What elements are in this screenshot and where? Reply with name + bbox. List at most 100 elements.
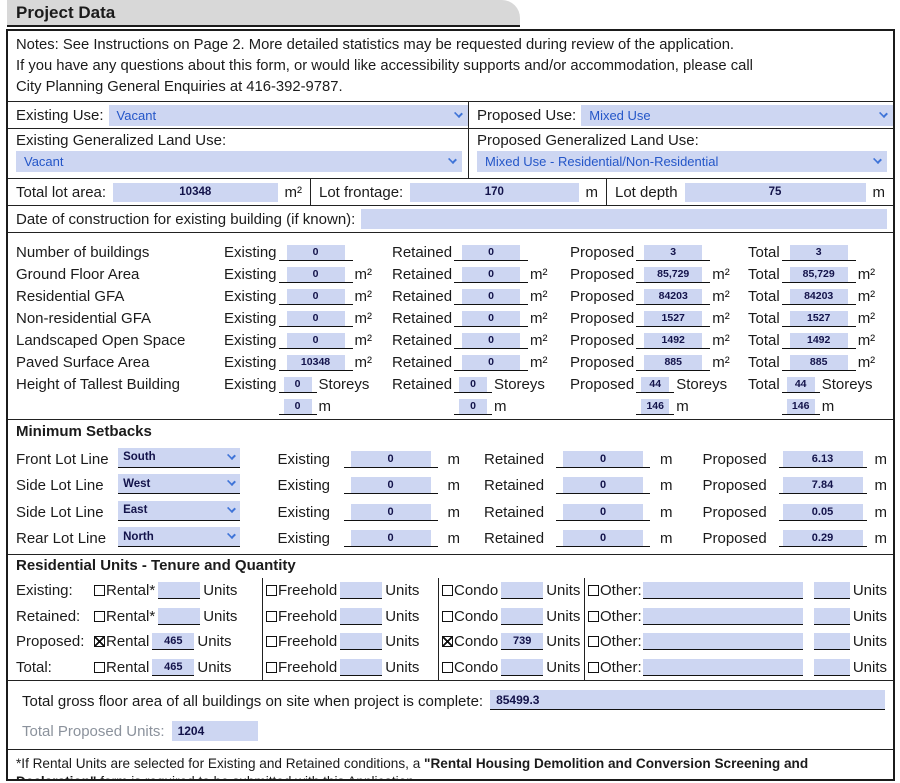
rental-units-field[interactable] <box>158 582 201 600</box>
existing-value-field[interactable]: 10348 <box>286 355 345 370</box>
freehold-checkbox[interactable] <box>266 585 277 597</box>
proposed-value-field[interactable]: 84203 <box>644 289 703 304</box>
rental-checkbox[interactable] <box>94 610 105 622</box>
rental-checkbox[interactable] <box>94 636 105 648</box>
existing-value-field[interactable]: 0 <box>286 311 345 326</box>
existing-setback-field[interactable]: 0 <box>350 530 431 546</box>
construction-date-field[interactable] <box>361 209 887 229</box>
retained-value-field[interactable]: 0 <box>462 289 521 304</box>
retained-value-field[interactable]: 0 <box>462 333 521 348</box>
total-lot-area-field[interactable]: 10348 <box>113 182 278 202</box>
retained-value-field[interactable]: 0 <box>462 267 521 282</box>
condo-checkbox[interactable] <box>442 661 453 673</box>
unit-label: m² <box>857 266 876 283</box>
existing-generalized-dropdown[interactable]: Vacant <box>16 151 462 172</box>
rental-units-field[interactable]: 465 <box>152 658 195 676</box>
other-units-field[interactable] <box>813 633 850 651</box>
other-units-field[interactable] <box>813 658 850 676</box>
freehold-checkbox[interactable] <box>266 636 277 648</box>
freehold-checkbox[interactable] <box>266 610 277 622</box>
other-label: Other: <box>600 633 642 651</box>
condo-units-field[interactable] <box>501 582 544 600</box>
total-value-field[interactable]: 44 <box>786 377 815 392</box>
proposed-use-dropdown[interactable]: Mixed Use <box>581 104 893 126</box>
condo-units-field[interactable] <box>501 658 544 676</box>
proposed-setback-field[interactable]: 6.13 <box>782 450 863 467</box>
retained-setback-field[interactable]: 0 <box>563 530 643 546</box>
rental-checkbox[interactable] <box>94 661 105 673</box>
freehold-units-field[interactable] <box>340 633 383 651</box>
retained-value-field[interactable]: 0 <box>459 399 488 414</box>
rental-units-field[interactable]: 465 <box>152 633 195 651</box>
retained-value-field[interactable]: 0 <box>462 245 521 260</box>
side-lot-line-dropdown[interactable]: East <box>118 500 240 520</box>
existing-value-field[interactable]: 0 <box>286 245 345 260</box>
existing-value-field[interactable]: 0 <box>286 267 345 282</box>
existing-use-dropdown[interactable]: Vacant <box>108 104 468 126</box>
side-lot-line-dropdown[interactable]: West <box>118 474 240 493</box>
proposed-value-field[interactable]: 85,729 <box>644 267 703 282</box>
proposed-setback-field[interactable]: 0.29 <box>782 530 863 546</box>
total-value-field[interactable]: 885 <box>789 355 848 370</box>
existing-value-field[interactable]: 0 <box>283 377 312 392</box>
other-checkbox[interactable] <box>588 610 599 622</box>
rental-checkbox[interactable] <box>94 585 105 597</box>
existing-setback-field[interactable]: 0 <box>350 503 431 520</box>
retained-setback-field[interactable]: 0 <box>563 450 643 467</box>
lot-frontage-label: Lot frontage: <box>319 183 404 201</box>
proposed-value-field[interactable]: 885 <box>644 355 703 370</box>
total-value-field[interactable]: 146 <box>786 399 815 414</box>
condo-checkbox[interactable] <box>442 585 453 597</box>
freehold-units-field[interactable] <box>340 607 383 625</box>
other-description-field[interactable] <box>642 607 803 625</box>
total-value-field[interactable]: 84203 <box>789 289 848 304</box>
existing-setback-field[interactable]: 0 <box>350 477 431 493</box>
other-description-field[interactable] <box>642 633 803 651</box>
freehold-label: Freehold <box>278 658 338 676</box>
proposed-value-field[interactable]: 1492 <box>644 333 703 348</box>
existing-value-field[interactable]: 0 <box>283 399 312 414</box>
front-lot-line-dropdown[interactable]: South <box>118 447 240 467</box>
existing-value-field[interactable]: 0 <box>286 289 345 304</box>
proposed-generalized-dropdown[interactable]: Mixed Use - Residential/Non-Residential <box>477 151 887 172</box>
proposed-setback-field[interactable]: 7.84 <box>782 477 863 493</box>
total-value-field[interactable]: 1492 <box>789 333 848 348</box>
total-gfa-field[interactable]: 85499.3 <box>490 690 885 709</box>
retained-setback-field[interactable]: 0 <box>563 503 643 520</box>
other-description-field[interactable] <box>642 658 803 676</box>
total-proposed-units-field[interactable]: 1204 <box>171 721 258 741</box>
rental-units-field[interactable] <box>158 607 201 625</box>
condo-checkbox[interactable] <box>442 636 453 648</box>
other-units-field[interactable] <box>813 582 850 600</box>
freehold-units-field[interactable] <box>340 582 383 600</box>
other-checkbox[interactable] <box>588 661 599 673</box>
col-label-proposed: Proposed <box>570 376 635 393</box>
proposed-value-field[interactable]: 1527 <box>644 311 703 326</box>
proposed-value-field[interactable]: 3 <box>644 245 703 260</box>
total-value-field[interactable]: 3 <box>789 245 848 260</box>
total-value-field[interactable]: 85,729 <box>789 267 848 282</box>
unit-label: m² <box>712 288 730 305</box>
lot-depth-field[interactable]: 75 <box>684 182 866 202</box>
retained-value-field[interactable]: 0 <box>462 355 521 370</box>
condo-units-field[interactable]: 739 <box>501 633 544 651</box>
condo-units-field[interactable] <box>501 607 544 625</box>
condo-checkbox[interactable] <box>442 610 453 622</box>
proposed-setback-field[interactable]: 0.05 <box>782 503 863 520</box>
retained-setback-field[interactable]: 0 <box>563 477 643 493</box>
proposed-value-field[interactable]: 44 <box>641 377 670 392</box>
other-checkbox[interactable] <box>588 636 599 648</box>
other-description-field[interactable] <box>642 582 803 600</box>
other-units-field[interactable] <box>813 607 850 625</box>
other-checkbox[interactable] <box>588 585 599 597</box>
retained-value-field[interactable]: 0 <box>462 311 521 326</box>
rear-lot-line-dropdown[interactable]: North <box>118 527 240 546</box>
existing-value-field[interactable]: 0 <box>286 333 345 348</box>
total-value-field[interactable]: 1527 <box>789 311 848 326</box>
lot-frontage-field[interactable]: 170 <box>410 182 579 202</box>
freehold-units-field[interactable] <box>340 658 383 676</box>
existing-setback-field[interactable]: 0 <box>350 450 431 467</box>
proposed-value-field[interactable]: 146 <box>641 399 670 414</box>
retained-value-field[interactable]: 0 <box>459 377 488 392</box>
freehold-checkbox[interactable] <box>266 661 277 673</box>
